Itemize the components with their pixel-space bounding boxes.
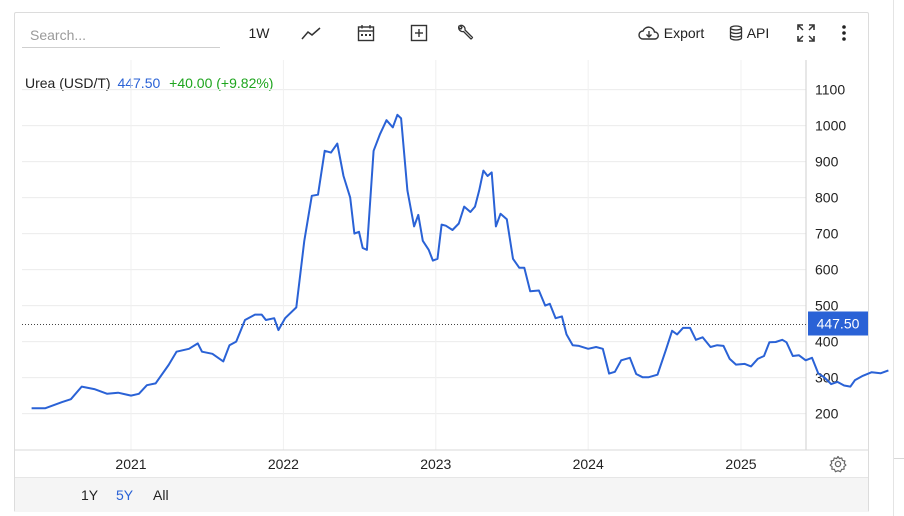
chart-type-button[interactable] (298, 20, 324, 46)
chart-toolbar: 1W Exp (22, 20, 862, 48)
range-button-5y[interactable]: 5Y (116, 487, 134, 503)
range-selector-bar: 1Y 5Y All (15, 477, 868, 512)
price-change: +40.00 (+9.82%) (169, 75, 274, 91)
calendar-icon (357, 25, 375, 42)
range-button-1y[interactable]: 1Y (81, 487, 99, 503)
add-icon (410, 24, 428, 42)
cloud-download-icon (638, 26, 659, 40)
period-button[interactable]: 1W (242, 20, 276, 46)
wrench-icon (458, 24, 474, 40)
more-vertical-icon (842, 25, 846, 41)
export-button[interactable]: Export (634, 20, 708, 46)
page-edge (893, 0, 904, 516)
period-label: 1W (248, 25, 270, 41)
api-label: API (746, 25, 770, 41)
search-input[interactable] (22, 22, 220, 48)
series-name: Urea (USD/T) (25, 75, 111, 91)
database-icon (729, 25, 742, 41)
gear-icon[interactable] (829, 455, 847, 473)
date-range-button[interactable] (354, 20, 378, 46)
more-options-button[interactable] (834, 20, 854, 46)
fullscreen-icon (797, 24, 815, 42)
api-button[interactable]: API (726, 20, 772, 46)
line-chart-icon (301, 27, 321, 40)
fullscreen-button[interactable] (794, 20, 818, 46)
range-button-all[interactable]: All (153, 487, 169, 503)
compare-button[interactable] (407, 20, 431, 46)
indicators-button[interactable] (453, 20, 477, 46)
chart-legend: Urea (USD/T) 447.50 +40.00 (+9.82%) (25, 75, 273, 91)
last-price: 447.50 (117, 75, 161, 91)
export-label: Export (663, 25, 705, 41)
